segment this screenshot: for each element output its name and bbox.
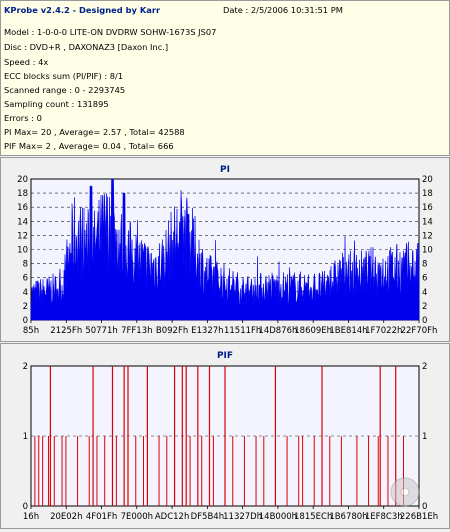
y-tick-label-left: 20	[17, 175, 28, 185]
range-line: Scanned range : 0 - 2293745	[4, 85, 126, 95]
x-tick-label: 1EF8C3h	[365, 512, 403, 522]
y-tick-label-right: 2	[422, 302, 427, 312]
errors-line: Errors : 0	[4, 113, 42, 123]
x-tick-label: 1B6780h	[329, 512, 367, 522]
x-tick-label: 1815ECh	[294, 512, 332, 522]
pi-chart: PI 0 0 2 2 4 4 6 6 8 8 10 10 12 12 14 14 16 16 18 18 20 20 85h 2…	[17, 165, 438, 336]
y-tick-label-left: 2	[23, 302, 28, 312]
disc-line: Disc : DVD+R , DAXONAZ3 [Daxon Inc.]	[4, 42, 169, 52]
x-tick-label: 7E000h	[121, 512, 153, 522]
x-tick-label: 226B1Eh	[400, 512, 438, 522]
x-tick-label: 7FF13h	[121, 326, 152, 336]
x-tick-label: B092Fh	[156, 326, 188, 336]
x-tick-label: 50771h	[85, 326, 117, 336]
x-tick-label: 4F01Fh	[86, 512, 117, 522]
x-tick-label: 22F70Fh	[401, 326, 438, 336]
y-tick-label-right: 0	[422, 502, 427, 512]
speed-line: Speed : 4x	[4, 57, 49, 67]
y-tick-label-right: 16	[422, 203, 433, 213]
x-tick-label: DF5B4h	[191, 512, 224, 522]
disc-watermark-icon	[390, 477, 420, 507]
sampling-line: Sampling count : 131895	[4, 99, 109, 109]
y-tick-label-left: 18	[17, 189, 28, 199]
y-tick-label-right: 8	[422, 260, 427, 270]
pi-summary: PI Max= 20 , Average= 2.57 , Total= 4258…	[4, 127, 185, 137]
ecc-line: ECC blocks sum (PI/PIF) : 8/1	[4, 71, 124, 81]
x-tick-label: 20E02h	[50, 512, 82, 522]
y-tick-label-right: 6	[422, 274, 427, 284]
pif-summary: PIF Max= 2 , Average= 0.04 , Total= 666	[4, 141, 174, 151]
app-title: KProbe v2.4.2 - Designed by Karr	[4, 5, 161, 15]
y-tick-label-right: 2	[422, 362, 427, 372]
x-tick-label: 16h	[23, 512, 39, 522]
pif-chart-panel: PIF 0 0 1 1 2 2 16h 20E02h 4F01Fh 7E000h ADC12h DF5B…	[0, 343, 450, 529]
scan-date: Date : 2/5/2006 10:31:51 PM	[223, 5, 343, 15]
pi-series-area	[30, 178, 420, 321]
model-line: Model : 1-0-0-0 LITE-ON DVDRW SOHW-1673S…	[4, 27, 217, 37]
info-panel: KProbe v2.4.2 - Designed by Karr Date : …	[0, 0, 450, 156]
y-tick-label-left: 0	[23, 502, 28, 512]
y-tick-label-left: 12	[17, 231, 28, 241]
x-tick-label: 11327Dh	[223, 512, 262, 522]
x-tick-label: 85h	[23, 326, 39, 336]
x-tick-label: 14B000h	[259, 512, 297, 522]
chart-title: PIF	[217, 351, 233, 361]
y-tick-label-right: 18	[422, 189, 433, 199]
x-tick-label: 14D876h	[258, 326, 297, 336]
pi-chart-panel: PI 0 0 2 2 4 4 6 6 8 8 10 10 12 12 14 14 16 16 18 18 20 20 85h 2…	[0, 157, 450, 342]
y-tick-label-right: 12	[422, 231, 433, 241]
y-tick-label-right: 10	[422, 246, 433, 256]
x-tick-label: E1327h	[191, 326, 223, 336]
y-tick-label-left: 14	[17, 217, 28, 227]
y-tick-label-left: 4	[23, 288, 28, 298]
pif-chart: PIF 0 0 1 1 2 2 16h 20E02h 4F01Fh 7E000h ADC12h DF5B…	[23, 351, 439, 522]
chart-title: PI	[220, 165, 230, 175]
y-tick-label-left: 16	[17, 203, 28, 213]
y-tick-label-left: 8	[23, 260, 28, 270]
x-tick-label: 1BE814h	[329, 326, 367, 336]
y-tick-label-left: 10	[17, 246, 28, 256]
y-tick-label-left: 1	[23, 432, 28, 442]
x-tick-label: 1F7022h	[365, 326, 402, 336]
y-tick-label-left: 6	[23, 274, 28, 284]
x-tick-label: ADC12h	[155, 512, 190, 522]
y-tick-label-right: 20	[422, 175, 433, 185]
x-tick-label: 18609Eh	[294, 326, 332, 336]
y-tick-label-left: 0	[23, 316, 28, 326]
y-tick-label-right: 4	[422, 288, 427, 298]
y-tick-label-right: 1	[422, 432, 427, 442]
x-tick-label: 11511Fh	[224, 326, 261, 336]
x-tick-label: 2125Fh	[50, 326, 82, 336]
y-tick-label-left: 2	[23, 362, 28, 372]
y-tick-label-right: 14	[422, 217, 433, 227]
y-tick-label-right: 0	[422, 316, 427, 326]
